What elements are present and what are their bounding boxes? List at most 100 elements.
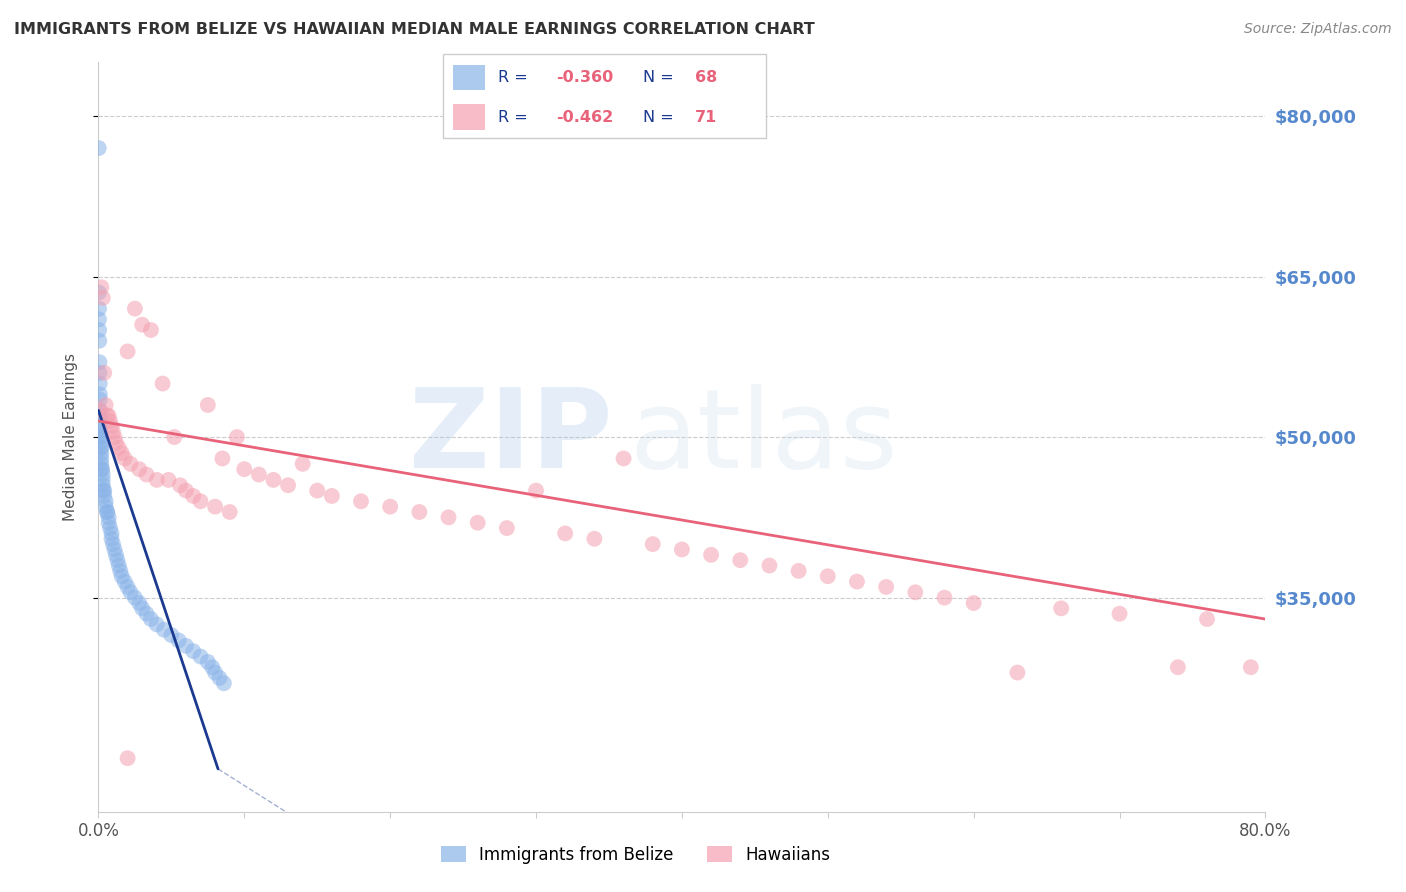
Point — [226, 430, 249, 444]
Point — [124, 591, 146, 605]
Point — [218, 505, 240, 519]
Point — [962, 596, 984, 610]
Point — [120, 585, 142, 599]
Text: atlas: atlas — [630, 384, 898, 491]
Point — [169, 478, 191, 492]
Point — [89, 403, 111, 417]
Point — [110, 564, 132, 578]
Point — [197, 398, 219, 412]
Point — [91, 462, 114, 476]
Point — [307, 483, 329, 498]
Point — [89, 419, 111, 434]
Point — [139, 323, 162, 337]
Point — [91, 478, 114, 492]
Point — [700, 548, 723, 562]
Point — [152, 376, 174, 391]
Point — [87, 285, 110, 300]
Point — [103, 542, 125, 557]
Point — [135, 607, 157, 621]
Point — [97, 409, 120, 423]
Point — [524, 483, 547, 498]
Point — [93, 483, 115, 498]
Point — [1007, 665, 1029, 680]
Point — [437, 510, 460, 524]
Point — [90, 462, 112, 476]
Point — [160, 628, 183, 642]
Point — [87, 312, 110, 326]
Text: R =: R = — [498, 70, 533, 85]
Point — [93, 489, 115, 503]
Point — [291, 457, 314, 471]
Point — [131, 601, 153, 615]
Point — [163, 430, 186, 444]
Point — [467, 516, 489, 530]
Point — [101, 425, 124, 439]
Point — [94, 500, 117, 514]
Point — [204, 500, 226, 514]
Point — [89, 334, 111, 348]
Text: R =: R = — [498, 110, 533, 125]
Point — [262, 473, 284, 487]
Point — [90, 441, 112, 455]
Point — [408, 505, 430, 519]
Point — [90, 435, 112, 450]
Point — [111, 446, 134, 460]
Point — [90, 430, 112, 444]
Point — [108, 441, 131, 455]
Point — [120, 457, 142, 471]
Point — [197, 655, 219, 669]
Point — [117, 580, 139, 594]
Point — [174, 483, 197, 498]
Text: N =: N = — [644, 110, 679, 125]
Y-axis label: Median Male Earnings: Median Male Earnings — [63, 353, 77, 521]
Point — [96, 505, 118, 519]
Point — [730, 553, 752, 567]
Point — [1050, 601, 1073, 615]
Point — [212, 676, 235, 690]
Point — [100, 419, 122, 434]
Point — [98, 521, 121, 535]
Point — [94, 398, 117, 412]
Point — [124, 301, 146, 316]
Point — [190, 494, 212, 508]
Point — [208, 671, 231, 685]
Point — [94, 494, 117, 508]
Point — [1167, 660, 1189, 674]
Text: IMMIGRANTS FROM BELIZE VS HAWAIIAN MEDIAN MALE EARNINGS CORRELATION CHART: IMMIGRANTS FROM BELIZE VS HAWAIIAN MEDIA… — [14, 22, 815, 37]
Point — [612, 451, 634, 466]
Point — [91, 291, 114, 305]
Text: ZIP: ZIP — [409, 384, 612, 491]
Text: 71: 71 — [695, 110, 717, 125]
Point — [87, 301, 110, 316]
Point — [146, 617, 169, 632]
Point — [104, 548, 127, 562]
Point — [350, 494, 373, 508]
Point — [91, 467, 114, 482]
Point — [1240, 660, 1263, 674]
Point — [1195, 612, 1218, 626]
Point — [89, 387, 111, 401]
Point — [846, 574, 869, 589]
Point — [167, 633, 190, 648]
Point — [554, 526, 576, 541]
Point — [100, 526, 122, 541]
Point — [321, 489, 343, 503]
Point — [89, 425, 111, 439]
Point — [117, 751, 139, 765]
Point — [108, 558, 131, 573]
Point — [96, 409, 118, 423]
Point — [93, 366, 115, 380]
Text: N =: N = — [644, 70, 679, 85]
Point — [89, 392, 111, 407]
Point — [174, 639, 197, 653]
Point — [87, 141, 110, 155]
Bar — [453, 64, 485, 90]
Point — [90, 441, 112, 455]
Point — [90, 430, 112, 444]
Point — [146, 473, 169, 487]
Point — [90, 451, 112, 466]
Point — [90, 446, 112, 460]
Text: -0.360: -0.360 — [557, 70, 613, 85]
Point — [875, 580, 897, 594]
Point — [181, 644, 204, 658]
